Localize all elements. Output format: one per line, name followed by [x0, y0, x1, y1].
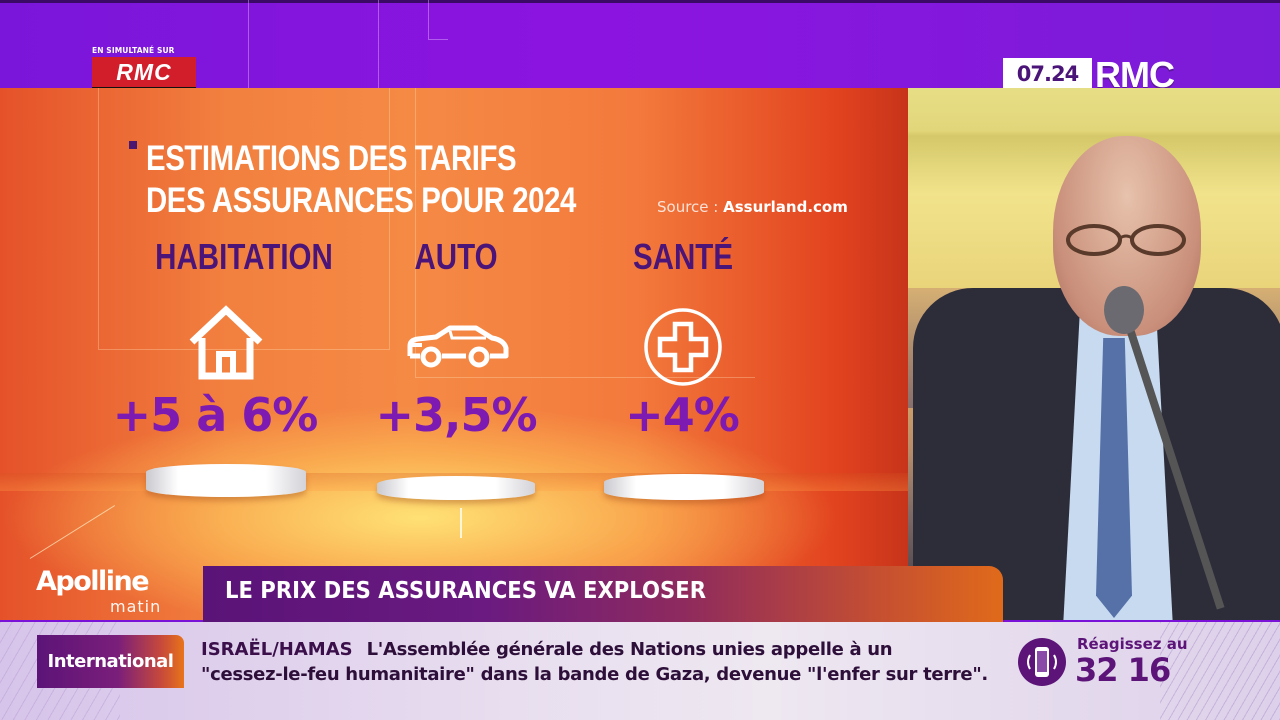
decorative-line: [29, 505, 116, 559]
headline-text: LE PRIX DES ASSURANCES VA EXPLOSER: [225, 578, 707, 604]
phone-icon-badge: [1018, 638, 1066, 686]
source-credit: Source : Assurland.com: [657, 198, 848, 216]
title-line-1: ESTIMATIONS DES TARIFS: [146, 139, 517, 178]
studio-camera-feed: [908, 88, 1280, 620]
headline-bar: LE PRIX DES ASSURANCES VA EXPLOSER: [203, 566, 1003, 622]
ticker-line-2: "cessez-le-feu humanitaire" dans la band…: [201, 664, 988, 685]
value-habitation: +5 à 6%: [112, 388, 319, 442]
title-bullet: [129, 141, 137, 149]
cta-label: Réagissez au: [1077, 635, 1188, 653]
house-icon: [189, 305, 263, 380]
decorative-line: [415, 88, 755, 378]
show-name: Apolline: [36, 566, 150, 597]
title-line-2: DES ASSURANCES POUR 2024: [146, 181, 576, 220]
call-to-action: Réagissez au 32 16: [1015, 635, 1265, 695]
value-auto: +3,5%: [375, 388, 537, 442]
podium-sante: [604, 474, 764, 500]
category-label-sante: SANTÉ: [632, 236, 734, 277]
top-band: [0, 0, 1280, 88]
value-sante: +4%: [625, 388, 740, 442]
category-label-habitation: HABITATION: [155, 236, 333, 277]
news-ticker: [0, 622, 1280, 720]
decorative-line: [98, 88, 390, 350]
glasses: [1066, 224, 1186, 256]
decorative-line: [378, 0, 379, 88]
ticker-kicker: ISRAËL/HAMAS: [201, 639, 353, 660]
medical-cross-icon: [644, 308, 722, 386]
phone-icon: [1027, 647, 1057, 677]
simulcast-prefix: EN SIMULTANÉ SUR: [92, 46, 175, 55]
guest-tie: [1096, 338, 1132, 618]
clock-time: 07.24: [1003, 58, 1092, 91]
infographic-panel: ESTIMATIONS DES TARIFS DES ASSURANCES PO…: [0, 88, 908, 620]
ticker-news-text: ISRAËL/HAMAS L'Assemblée générale des Nat…: [201, 637, 1001, 687]
graphic-title: ESTIMATIONS DES TARIFS DES ASSURANCES PO…: [146, 138, 576, 222]
show-subtitle: matin: [110, 597, 162, 616]
decorative-line: [428, 0, 448, 40]
decorative-line: [460, 508, 462, 538]
category-label-auto: AUTO: [414, 236, 498, 277]
car-icon: [407, 325, 509, 368]
microphone: [1104, 286, 1144, 334]
decorative-line: [248, 0, 249, 88]
ticker-line-1: L'Assemblée générale des Nations unies a…: [366, 639, 893, 660]
decorative-hatch: [1160, 622, 1280, 720]
rmc-logo: RMC: [92, 57, 196, 87]
podium-habitation: [146, 464, 306, 497]
cta-phone-number: 32 16: [1075, 651, 1171, 689]
source-value: Assurland.com: [723, 198, 848, 216]
podium-auto: [377, 476, 535, 500]
source-label: Source :: [657, 198, 719, 216]
ticker-category-badge: International: [37, 635, 184, 688]
